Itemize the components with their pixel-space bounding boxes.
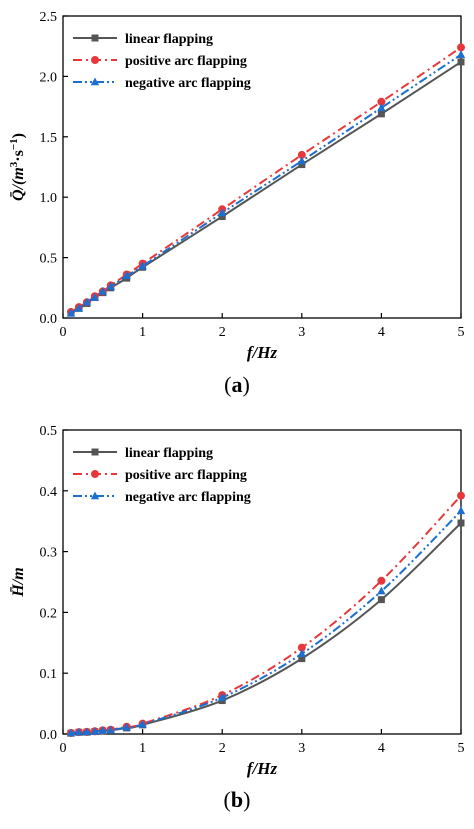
chart-a-data-point (457, 58, 465, 66)
chart-a-y-tick-label: 1.5 (40, 131, 58, 146)
chart-b-x-tick-label: 1 (139, 741, 146, 756)
chart-b-data-point (74, 727, 84, 736)
chart-b-x-tick-label: 3 (298, 741, 305, 756)
chart-b-data-point (218, 693, 227, 701)
chart-a-y-tick-label: 2.5 (40, 10, 58, 25)
chart-a-x-tick-label: 3 (298, 325, 305, 340)
chart-b-y-tick-label: 0.0 (40, 728, 58, 743)
chart-b-legend-marker (91, 448, 99, 456)
chart-b-data-point (377, 586, 386, 595)
chart-a-data-point (218, 208, 227, 217)
chart-a-data-point (377, 103, 386, 112)
chart-b-y-axis-label-group: H̄/m (9, 567, 27, 597)
chart-b-x-tick-label: 0 (60, 741, 67, 756)
chart-panel-a: 0 1 2 3 4 5 0.0 0.5 1.0 1.5 2.0 2.5 f/Hz Q̄/(m3·s−1) l… (0, 0, 474, 414)
chart-b-legend-marker (91, 470, 99, 478)
chart-b-series-2 (66, 491, 465, 738)
chart-a-series-line (70, 53, 462, 315)
chart-a-data-point (106, 282, 115, 290)
chart-a-y-tick-label: 0.0 (40, 312, 58, 327)
chart-b-data-point (66, 728, 76, 737)
chart-b-data-point (122, 722, 131, 731)
chart-b-data-point (377, 596, 385, 604)
chart-a-data-point (66, 308, 76, 317)
chart-b-y-tick-label: 0.2 (40, 606, 58, 621)
chart-b-series-line (70, 522, 462, 735)
chart-b-legend: linear flapping positive arc flapping nega… (73, 446, 251, 505)
chart-a-y-tick-label: 2.0 (40, 70, 58, 85)
chart-a-legend: linear flapping positive arc flapping nega… (73, 32, 251, 91)
chart-b-data-point (457, 491, 465, 500)
chart-b-x-tick-label: 5 (458, 741, 465, 756)
chart-a-legend-marker (91, 56, 99, 64)
chart-a-y-tick-label: 1.0 (40, 191, 58, 206)
chart-a-legend-label: negative arc flapping (125, 76, 251, 91)
chart-b-data-point (456, 506, 466, 515)
chart-b-svg: 0 1 2 3 4 5 0.0 0.1 0.2 0.3 0.4 0.5 f/Hz H̄/m linear f… (9, 424, 466, 812)
chart-a-legend-marker (90, 77, 100, 86)
chart-a-data-point (298, 161, 306, 169)
chart-b-data-point (138, 719, 147, 728)
chart-b-y-tick-label: 0.3 (40, 546, 58, 561)
chart-b-y-tick-label: 0.4 (40, 485, 58, 500)
chart-panel-b: 0 1 2 3 4 5 0.0 0.1 0.2 0.3 0.4 0.5 f/Hz H̄/m linear f… (0, 414, 474, 829)
chart-a-data-point (377, 110, 385, 118)
chart-a-x-tick-label: 5 (458, 325, 465, 340)
chart-a-y-axis-label: Q̄/(m3·s−1) (8, 133, 27, 201)
chart-b-legend-label: linear flapping (125, 446, 213, 461)
chart-a-data-point (218, 213, 226, 221)
chart-b-data-point (90, 726, 100, 735)
chart-a-x-tick-label: 0 (60, 325, 67, 340)
chart-b-y-axis-label: H̄/m (9, 567, 27, 597)
chart-b-data-point (98, 726, 107, 734)
chart-a-data-point (74, 303, 84, 312)
chart-a-x-tick-label: 2 (219, 325, 226, 340)
chart-b-data-point (377, 576, 386, 585)
chart-b-data-point (106, 725, 115, 734)
chart-a-y-axis-label-group: Q̄/(m3·s−1) (8, 133, 27, 201)
chart-b-x-tick-label: 4 (378, 741, 385, 756)
chart-a-x-axis-label: f/Hz (247, 343, 278, 362)
chart-b-legend-marker (90, 491, 100, 500)
chart-a-data-point (98, 286, 107, 295)
chart-b-series-line (70, 494, 462, 735)
chart-b-y-tick-label: 0.5 (40, 424, 58, 439)
chart-a-y-tick-label: 0.5 (40, 252, 58, 267)
chart-a-data-point (297, 150, 306, 159)
chart-a-data-point (90, 292, 100, 301)
chart-b-data-point (82, 727, 92, 736)
chart-a-data-point (297, 156, 306, 165)
chart-b-legend-label: positive arc flapping (125, 468, 247, 483)
chart-a-data-point (122, 271, 131, 280)
chart-a-data-point (82, 297, 92, 306)
chart-a-legend-label: positive arc flapping (125, 54, 247, 69)
chart-a-x-tick-label: 1 (139, 325, 146, 340)
chart-a-x-tick-label: 4 (378, 325, 385, 340)
chart-b-data-point (297, 643, 306, 652)
chart-a-data-point (456, 50, 466, 58)
chart-b-panel-label: (b) (224, 787, 251, 812)
chart-a-data-point (457, 43, 465, 52)
chart-b-legend-label: negative arc flapping (125, 490, 251, 505)
chart-a-legend-marker (91, 34, 99, 42)
chart-b-x-axis-label: f/Hz (247, 759, 278, 778)
chart-b-data-point (298, 655, 306, 663)
chart-b-data-point (457, 519, 465, 527)
chart-a-panel-label: (a) (224, 372, 250, 397)
chart-b-x-tick-label: 2 (219, 741, 226, 756)
chart-b-y-tick-label: 0.1 (40, 667, 58, 682)
chart-a-series-3 (66, 50, 466, 317)
chart-a-data-point (138, 261, 147, 270)
chart-b-series-line (70, 510, 462, 735)
chart-b-series-1 (67, 519, 465, 737)
chart-a-plot-frame (62, 15, 462, 319)
chart-b-data-point (297, 649, 306, 658)
chart-a-data-point (377, 97, 386, 106)
chart-a-legend-label: linear flapping (125, 32, 213, 47)
chart-b-plot-frame (62, 429, 462, 735)
chart-a-series-line (70, 46, 462, 313)
chart-b-series-3 (66, 506, 466, 737)
chart-a-svg: 0 1 2 3 4 5 0.0 0.5 1.0 1.5 2.0 2.5 f/Hz Q̄/(m3·s−1) l… (8, 10, 466, 397)
